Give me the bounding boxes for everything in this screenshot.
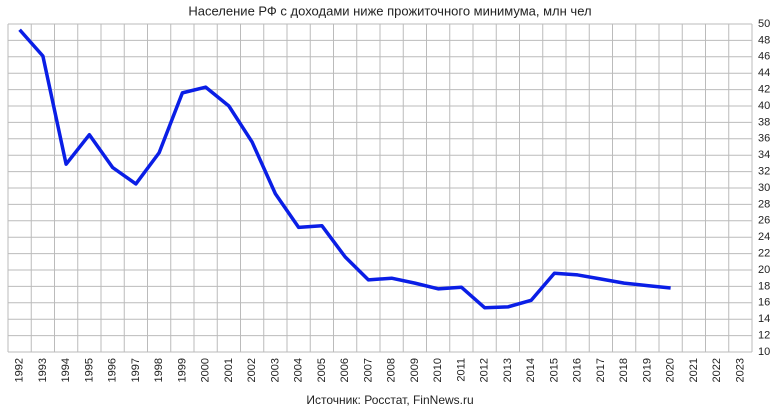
x-tick-label: 2011 bbox=[455, 358, 467, 382]
y-tick-label: 48 bbox=[758, 34, 770, 46]
y-tick-label: 38 bbox=[758, 116, 770, 128]
x-tick-label: 2008 bbox=[386, 358, 398, 382]
y-tick-label: 12 bbox=[758, 330, 770, 342]
y-tick-label: 14 bbox=[758, 313, 770, 325]
x-tick-label: 2006 bbox=[339, 358, 351, 382]
y-tick-label: 26 bbox=[758, 215, 770, 227]
y-tick-label: 28 bbox=[758, 198, 770, 210]
x-tick-label: 2009 bbox=[409, 358, 421, 382]
x-tick-label: 2017 bbox=[595, 358, 607, 382]
y-tick-label: 46 bbox=[758, 51, 770, 63]
x-tick-label: 2023 bbox=[734, 358, 746, 382]
x-tick-label: 2007 bbox=[362, 358, 374, 382]
x-tick-label: 2005 bbox=[316, 358, 328, 382]
y-tick-label: 32 bbox=[758, 166, 770, 178]
y-tick-label: 22 bbox=[758, 248, 770, 260]
x-tick-label: 2021 bbox=[688, 358, 700, 382]
x-tick-label: 2013 bbox=[502, 358, 514, 382]
x-tick-label: 2003 bbox=[269, 358, 281, 382]
x-tick-label: 2002 bbox=[246, 358, 258, 382]
x-tick-label: 2010 bbox=[432, 358, 444, 382]
y-tick-label: 18 bbox=[758, 280, 770, 292]
y-tick-label: 24 bbox=[758, 231, 770, 243]
x-tick-label: 2022 bbox=[711, 358, 723, 382]
x-tick-label: 1995 bbox=[83, 358, 95, 382]
x-tick-label: 1993 bbox=[37, 358, 49, 382]
x-tick-label: 2012 bbox=[479, 358, 491, 382]
x-tick-label: 2014 bbox=[525, 358, 537, 382]
x-tick-label: 2020 bbox=[665, 358, 677, 382]
x-tick-label: 1994 bbox=[60, 358, 72, 382]
y-tick-label: 36 bbox=[758, 133, 770, 145]
y-tick-label: 30 bbox=[758, 182, 770, 194]
x-tick-label: 2001 bbox=[223, 358, 235, 382]
x-tick-label: 1998 bbox=[153, 358, 165, 382]
x-tick-label: 1992 bbox=[14, 358, 26, 382]
x-tick-label: 1996 bbox=[107, 358, 119, 382]
y-tick-label: 50 bbox=[758, 18, 770, 30]
x-tick-label: 2018 bbox=[618, 358, 630, 382]
x-tick-label: 2000 bbox=[200, 358, 212, 382]
chart-title: Население РФ с доходами ниже прожиточног… bbox=[188, 3, 591, 18]
y-tick-label: 20 bbox=[758, 264, 770, 276]
y-tick-label: 34 bbox=[758, 149, 770, 161]
y-tick-label: 40 bbox=[758, 100, 770, 112]
y-tick-label: 16 bbox=[758, 297, 770, 309]
x-tick-label: 1999 bbox=[176, 358, 188, 382]
x-tick-label: 1997 bbox=[130, 358, 142, 382]
y-tick-label: 44 bbox=[758, 67, 770, 79]
x-tick-label: 2019 bbox=[641, 358, 653, 382]
x-tick-label: 2015 bbox=[548, 358, 560, 382]
source: Источник: Росстат, FinNews.ru bbox=[306, 393, 473, 407]
y-tick-label: 42 bbox=[758, 84, 770, 96]
line-series bbox=[18, 28, 671, 310]
x-tick-label: 2004 bbox=[293, 358, 305, 382]
y-tick-label: 10 bbox=[758, 346, 770, 358]
x-tick-label: 2016 bbox=[572, 358, 584, 382]
